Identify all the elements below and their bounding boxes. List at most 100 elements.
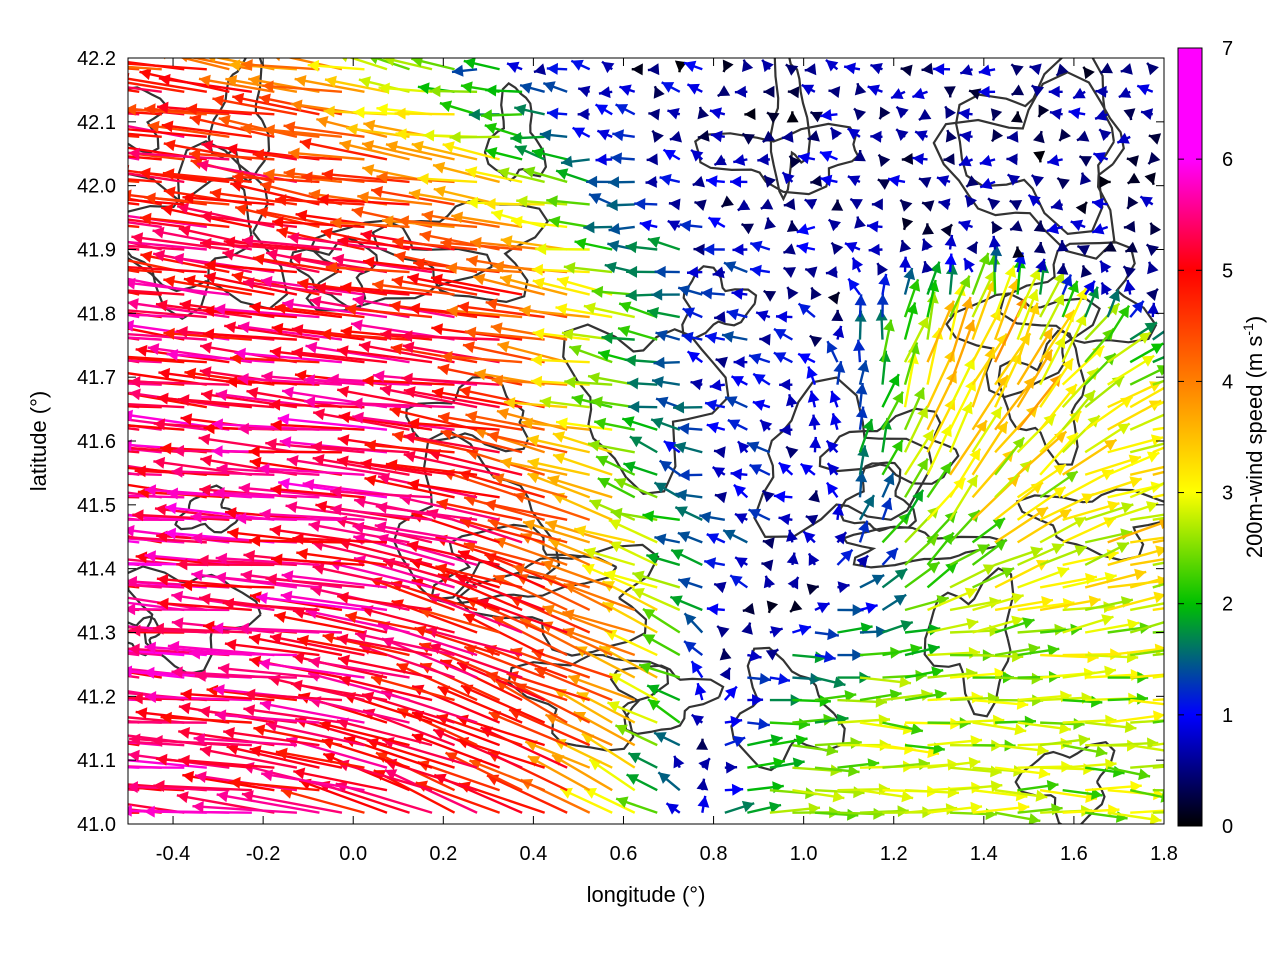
wind-arrow-head — [901, 153, 914, 165]
wind-arrow-head — [269, 346, 282, 359]
wind-arrow-head — [103, 270, 115, 282]
wind-arrow-head — [408, 302, 421, 315]
wind-arrow-shaft — [458, 471, 545, 499]
wind-arrow-head — [50, 125, 61, 137]
wind-arrow — [625, 241, 658, 254]
wind-arrow — [629, 435, 658, 454]
wind-arrow-head — [1146, 501, 1159, 513]
wind-arrow — [804, 63, 817, 76]
wind-arrow-head — [773, 352, 787, 363]
wind-arrow-shaft — [497, 342, 568, 364]
wind-arrow-head — [402, 341, 415, 354]
wind-arrow-head — [276, 226, 289, 239]
wind-arrow — [129, 624, 230, 637]
wind-arrow-head — [591, 285, 604, 298]
wind-arrow-shaft — [131, 235, 230, 251]
wind-arrow — [308, 520, 410, 544]
wind-arrow — [1130, 673, 1164, 679]
wind-arrow — [785, 63, 799, 76]
wind-arrow-head — [609, 673, 622, 685]
wind-arrow-head — [178, 225, 191, 237]
wind-arrow-head — [848, 278, 860, 291]
wind-arrow — [1107, 331, 1152, 364]
wind-arrow — [802, 530, 816, 544]
wind-arrow-head — [734, 85, 747, 98]
colorbar-tick-label: 2 — [1222, 594, 1233, 616]
wind-arrow-shaft — [491, 474, 568, 499]
wind-arrow-shaft — [260, 772, 365, 792]
wind-arrow — [241, 790, 343, 814]
wind-arrow — [128, 289, 185, 296]
wind-arrow-head — [369, 58, 378, 65]
wind-arrow — [1099, 175, 1111, 188]
wind-arrow — [1106, 289, 1120, 318]
wind-arrow-shaft — [189, 652, 297, 657]
wind-arrow-head — [921, 238, 933, 252]
wind-arrow — [759, 419, 773, 432]
wind-arrow-head — [583, 221, 595, 234]
wind-arrow-shaft — [305, 344, 410, 364]
wind-arrow — [737, 199, 751, 212]
wind-arrow-head — [411, 140, 424, 153]
wind-arrow-shaft — [1152, 470, 1164, 476]
wind-arrow — [623, 461, 658, 476]
wind-arrow — [614, 724, 658, 747]
wind-arrow — [1079, 172, 1092, 185]
wind-arrow-head — [583, 302, 596, 315]
wind-arrow-shaft — [128, 382, 162, 386]
wind-arrow-head — [532, 328, 545, 340]
wind-arrow-head — [249, 301, 261, 314]
wind-arrow — [787, 576, 800, 590]
wind-arrow-head — [852, 649, 864, 661]
wind-arrow-head — [647, 63, 660, 76]
wind-arrow — [128, 539, 140, 544]
wind-arrow-head — [1076, 288, 1088, 301]
wind-arrow-head — [282, 386, 294, 399]
wind-arrow-head — [847, 128, 861, 140]
wind-arrow-head — [197, 159, 209, 172]
wind-arrow — [166, 349, 275, 364]
wind-arrow-head — [297, 634, 309, 647]
wind-arrow-head — [294, 75, 307, 87]
wind-arrow — [222, 597, 320, 612]
wind-arrow — [128, 198, 185, 206]
wind-arrow-head — [827, 292, 840, 305]
wind-arrow-head — [671, 549, 684, 561]
wind-arrow-head — [778, 673, 790, 685]
wind-arrow-shaft — [336, 458, 433, 476]
wind-arrow-head — [339, 674, 352, 687]
wind-arrow-head — [734, 513, 748, 525]
wind-arrow-shaft — [376, 535, 478, 567]
wind-arrow — [634, 198, 658, 210]
wind-arrow-head — [308, 520, 321, 532]
wind-arrow-shaft — [128, 309, 207, 319]
wind-arrow-shaft — [524, 740, 591, 769]
wind-arrow-head — [382, 215, 394, 228]
wind-arrow — [522, 166, 568, 184]
wind-arrow — [747, 649, 762, 662]
wind-arrow-head — [742, 59, 754, 72]
wind-arrow-head — [308, 656, 321, 669]
wind-arrow-shaft — [1107, 521, 1164, 544]
wind-arrow-head — [656, 396, 669, 408]
wind-arrow-head — [763, 290, 777, 302]
wind-arrow — [734, 556, 748, 569]
wind-arrow — [162, 168, 252, 184]
wind-arrow — [627, 377, 658, 390]
wind-arrow-shaft — [298, 779, 388, 814]
wind-arrow-head — [42, 342, 54, 354]
wind-arrow — [810, 286, 822, 300]
wind-arrow-head — [378, 82, 390, 95]
wind-arrow — [269, 398, 365, 411]
wind-arrow — [177, 394, 275, 409]
wind-arrow-shaft — [492, 574, 568, 612]
wind-arrow — [370, 185, 455, 206]
wind-arrow — [390, 343, 478, 364]
wind-arrow — [677, 577, 703, 589]
wind-arrow — [781, 130, 794, 143]
wind-arrow — [128, 89, 140, 93]
wind-arrow-shaft — [293, 770, 388, 792]
wind-arrow — [713, 446, 726, 459]
wind-arrow — [491, 374, 568, 387]
wind-arrow — [971, 279, 996, 341]
